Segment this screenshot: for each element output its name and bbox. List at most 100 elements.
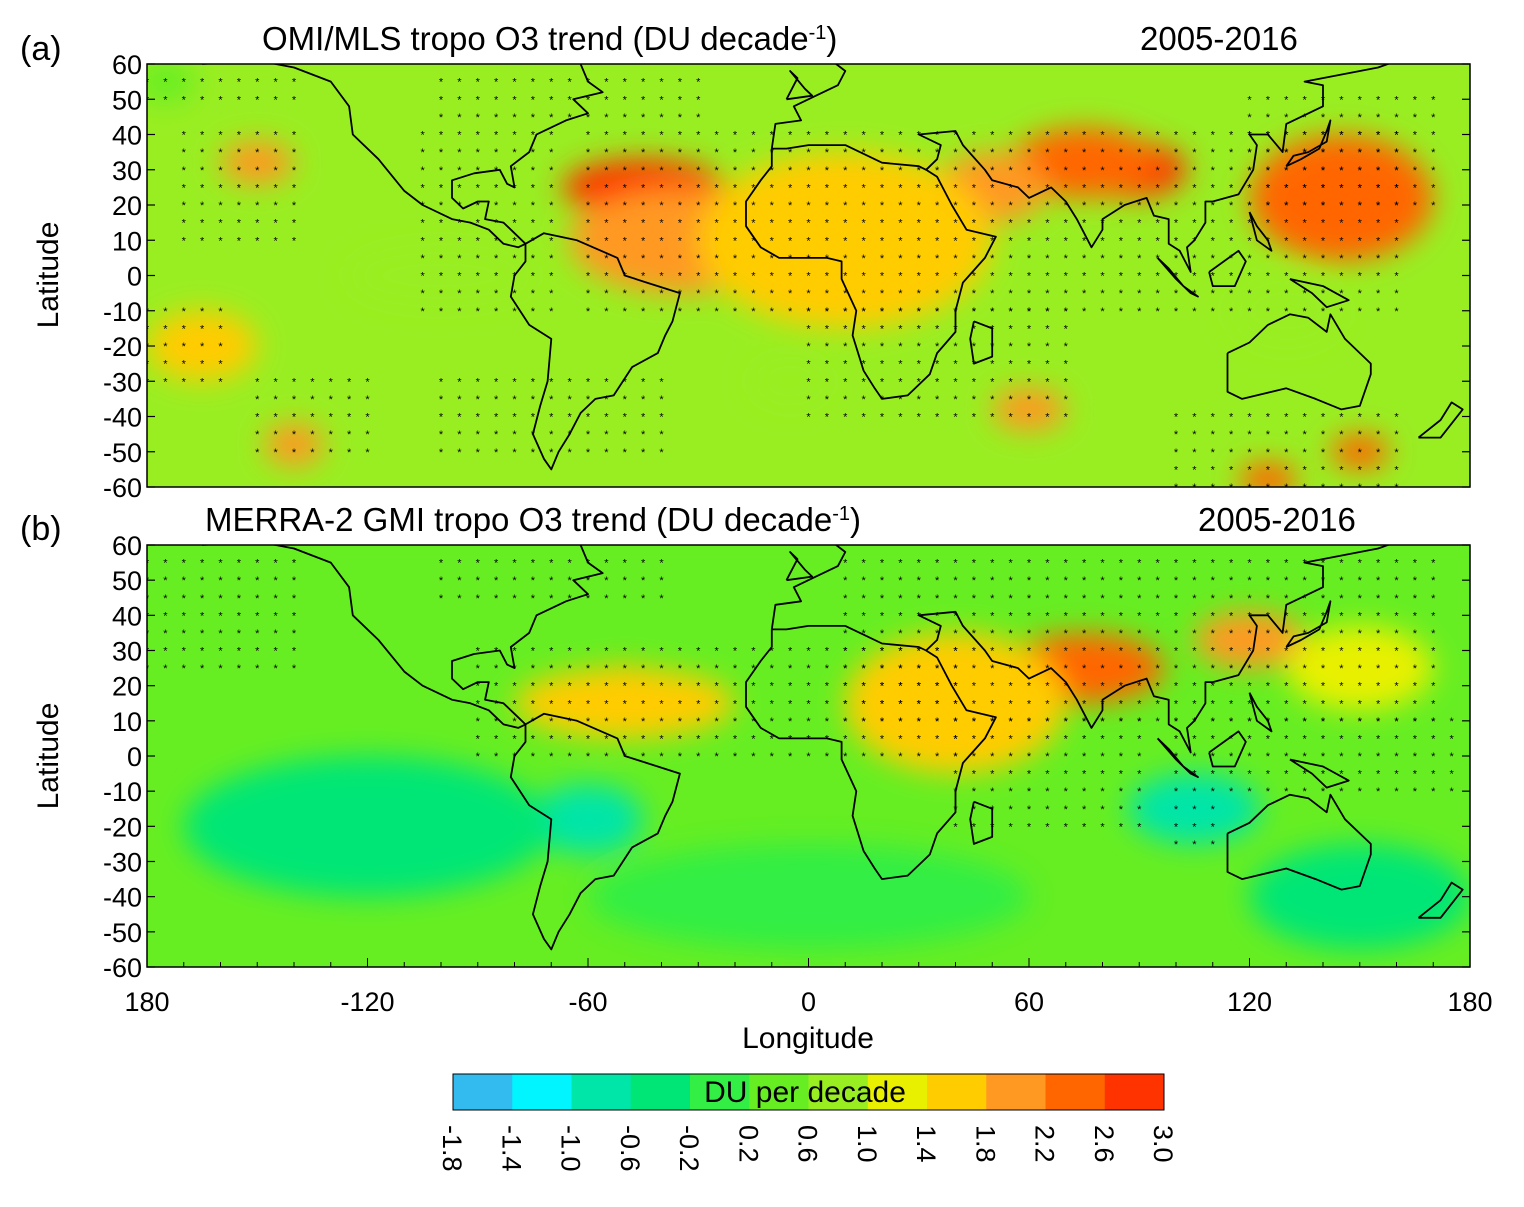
significance-marker: *: [898, 412, 903, 424]
field-region-11: [1330, 434, 1390, 470]
significance-marker: *: [659, 253, 664, 265]
significance-marker: *: [604, 698, 609, 710]
significance-marker: *: [806, 663, 811, 675]
significance-marker: *: [1192, 821, 1197, 833]
significance-marker: *: [1211, 288, 1216, 300]
ytick-label: 20: [112, 191, 142, 221]
significance-marker: *: [567, 447, 572, 459]
significance-marker: *: [751, 646, 756, 658]
significance-marker: *: [1211, 628, 1216, 640]
significance-marker: *: [549, 77, 554, 89]
significance-marker: *: [476, 575, 481, 587]
significance-marker: *: [696, 130, 701, 142]
significance-marker: *: [972, 716, 977, 728]
significance-marker: *: [1358, 698, 1363, 710]
significance-marker: *: [1413, 593, 1418, 605]
significance-marker: *: [953, 610, 958, 622]
significance-marker: *: [494, 681, 499, 693]
significance-marker: *: [1008, 306, 1013, 318]
significance-marker: *: [770, 698, 775, 710]
significance-marker: *: [696, 733, 701, 745]
significance-marker: *: [1358, 271, 1363, 283]
significance-marker: *: [714, 733, 719, 745]
significance-marker: *: [1247, 575, 1252, 587]
xtick-label: -120: [340, 987, 394, 1017]
significance-marker: *: [494, 429, 499, 441]
significance-marker: *: [935, 716, 940, 728]
significance-marker: *: [843, 359, 848, 371]
field-region-2: [1010, 127, 1158, 198]
significance-marker: *: [457, 540, 462, 552]
significance-marker: *: [586, 663, 591, 675]
panel-a-title: OMI/MLS tropo O3 trend (DU decade-1): [262, 20, 837, 57]
significance-marker: *: [476, 218, 481, 230]
significance-marker: *: [347, 376, 352, 388]
significance-marker: *: [512, 147, 517, 159]
significance-marker: *: [310, 394, 315, 406]
significance-marker: *: [1100, 558, 1105, 570]
significance-marker: *: [972, 821, 977, 833]
significance-marker: *: [145, 359, 150, 371]
significance-marker: *: [476, 593, 481, 605]
significance-marker: *: [292, 447, 297, 459]
significance-marker: *: [696, 218, 701, 230]
significance-marker: *: [990, 253, 995, 265]
significance-marker: *: [273, 575, 278, 587]
colorbar-swatch: [512, 1074, 572, 1110]
significance-marker: *: [1045, 593, 1050, 605]
significance-marker: *: [935, 165, 940, 177]
significance-marker: *: [825, 698, 830, 710]
significance-marker: *: [898, 200, 903, 212]
ytick-label: 30: [112, 156, 142, 186]
significance-marker: *: [953, 821, 958, 833]
significance-marker: *: [825, 394, 830, 406]
panel-b-coastlines: [202, 545, 1464, 951]
ytick-label: -20: [103, 812, 142, 842]
significance-marker: *: [329, 412, 334, 424]
significance-marker: *: [1302, 716, 1307, 728]
significance-marker: *: [880, 306, 885, 318]
significance-marker: *: [1321, 253, 1326, 265]
significance-marker: *: [1229, 182, 1234, 194]
significance-marker: *: [1376, 112, 1381, 124]
significance-marker: *: [972, 804, 977, 816]
significance-marker: *: [714, 288, 719, 300]
significance-marker: *: [512, 77, 517, 89]
significance-marker: *: [1431, 646, 1436, 658]
significance-marker: *: [1229, 253, 1234, 265]
significance-marker: *: [1064, 663, 1069, 675]
significance-marker: *: [1100, 200, 1105, 212]
significance-marker: *: [1247, 94, 1252, 106]
significance-marker: *: [1266, 429, 1271, 441]
significance-marker: *: [218, 200, 223, 212]
significance-marker: *: [1266, 681, 1271, 693]
significance-marker: *: [659, 663, 664, 675]
significance-marker: *: [365, 447, 370, 459]
significance-marker: *: [182, 663, 187, 675]
significance-marker: *: [843, 306, 848, 318]
significance-marker: *: [1358, 200, 1363, 212]
significance-marker: *: [292, 646, 297, 658]
significance-marker: *: [733, 716, 738, 728]
significance-marker: *: [1229, 271, 1234, 283]
significance-marker: *: [1358, 593, 1363, 605]
significance-marker: *: [512, 59, 517, 71]
significance-marker: *: [1339, 610, 1344, 622]
significance-marker: *: [1137, 147, 1142, 159]
significance-marker: *: [1321, 165, 1326, 177]
significance-marker: *: [1082, 558, 1087, 570]
significance-marker: *: [476, 663, 481, 675]
significance-marker: *: [439, 376, 444, 388]
significance-marker: *: [806, 646, 811, 658]
significance-marker: *: [1284, 94, 1289, 106]
significance-marker: *: [788, 663, 793, 675]
significance-marker: *: [1045, 235, 1050, 247]
significance-marker: *: [1284, 716, 1289, 728]
significance-marker: *: [531, 200, 536, 212]
significance-marker: *: [255, 447, 260, 459]
significance-marker: *: [1082, 165, 1087, 177]
significance-marker: *: [825, 751, 830, 763]
significance-marker: *: [788, 200, 793, 212]
significance-marker: *: [1155, 698, 1160, 710]
significance-marker: *: [806, 751, 811, 763]
